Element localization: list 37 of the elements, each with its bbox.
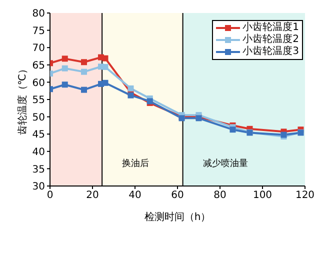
point: [62, 56, 68, 62]
point: [81, 59, 87, 66]
y-tick-label: 75: [32, 26, 45, 37]
y-axis-title: 齿轮温度（℃）: [16, 64, 29, 136]
point: [81, 68, 87, 75]
point: [128, 92, 134, 98]
x-axis-title: 检测时间（h）: [144, 211, 211, 223]
y-tick-label: 55: [32, 95, 45, 106]
ref-line-label: 减少喷油量: [202, 158, 248, 169]
y-tick-label: 80: [32, 8, 45, 20]
x-tick-label: 20: [86, 190, 99, 202]
x-tick-label: 100: [252, 190, 272, 202]
legend-label: 小齿轮温度3: [242, 46, 299, 58]
legend-label: 小齿轮温度1: [242, 22, 299, 34]
ref-line-label: 换油后: [122, 158, 150, 169]
x-tick-label: 0: [46, 190, 54, 202]
point: [128, 85, 134, 92]
x-tick-label: 120: [295, 190, 315, 202]
y-tick-label: 50: [32, 112, 45, 124]
y-tick-label: 40: [32, 146, 45, 158]
legend-label: 小齿轮温度2: [242, 34, 299, 46]
point: [62, 65, 68, 72]
point: [230, 126, 236, 133]
point: [102, 55, 108, 62]
point: [62, 82, 68, 88]
point: [102, 64, 108, 70]
x-tick-label: 80: [214, 190, 226, 202]
x-tick-label: 40: [128, 190, 142, 202]
point: [102, 80, 108, 86]
y-tick-label: 65: [32, 60, 45, 72]
x-tick-label: 60: [171, 190, 184, 202]
y-tick-label: 60: [32, 78, 45, 89]
y-tick-label: 35: [32, 164, 45, 176]
y-tick-label: 30: [32, 182, 45, 193]
point: [81, 86, 87, 93]
y-tick-label: 45: [32, 130, 45, 141]
y-tick-label: 70: [32, 43, 45, 54]
